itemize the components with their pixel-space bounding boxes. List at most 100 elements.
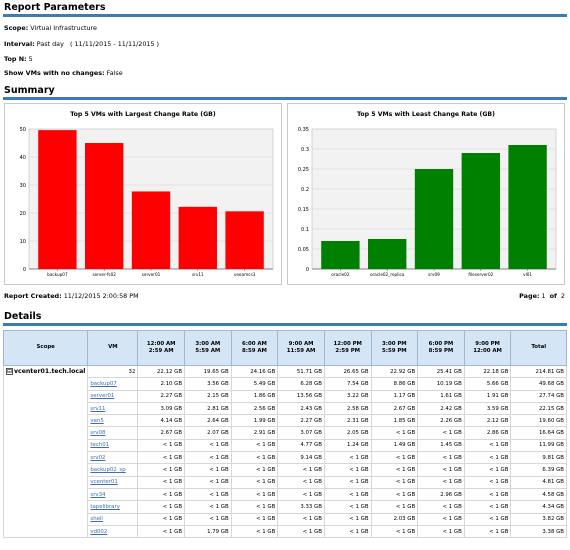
- interval-value-cell: 22.18 GB: [463, 364, 512, 379]
- interval-value-cell: < 1 GB: [137, 487, 186, 502]
- vm-link[interactable]: srv34: [87, 487, 139, 502]
- interval-value-cell: < 1 GB: [184, 438, 232, 453]
- interval-value-cell: < 1 GB: [137, 475, 186, 489]
- bar: [178, 206, 217, 269]
- y-tick-label: 0.1: [301, 227, 309, 233]
- interval-range: ( 11/11/2015 - 11/11/2015 ): [69, 40, 160, 48]
- interval-value-cell: < 1 GB: [463, 512, 512, 526]
- x-tick-label: server-fs02: [92, 272, 116, 277]
- interval-value-cell: 2.81 GB: [184, 401, 232, 416]
- vm-link[interactable]: server01: [87, 389, 139, 403]
- y-tick-label: 0: [306, 267, 309, 273]
- report-created-label: Report Created:: [4, 292, 62, 300]
- scope-value: Virtual Infrastructure: [30, 24, 97, 32]
- vm-link[interactable]: vcenter01: [87, 475, 139, 489]
- collapse-icon[interactable]: ⊟: [6, 368, 13, 375]
- bar: [414, 169, 454, 269]
- total-cell: 22.15 GB: [510, 401, 567, 416]
- interval-value-cell: 2.31 GB: [323, 414, 372, 428]
- show-vms-param: Show VMs with no changes: False: [4, 69, 123, 77]
- interval-value-cell: < 1 GB: [184, 463, 232, 477]
- page-total: 2: [560, 292, 565, 300]
- interval-value-cell: < 1 GB: [230, 438, 279, 453]
- interval-value-cell: < 1 GB: [323, 463, 372, 477]
- table-row: srv02 < 1 GB < 1 GB < 1 GB 9.14 GB < 1 GB < 1 …: [4, 451, 567, 465]
- total-cell: 4.81 GB: [510, 475, 567, 489]
- details-title: Details: [4, 311, 42, 322]
- total-cell: 27.74 GB: [510, 389, 567, 403]
- interval-value-cell: < 1 GB: [137, 463, 186, 477]
- vm-link[interactable]: tech01: [87, 438, 139, 453]
- interval-value-cell: 2.58 GB: [323, 401, 372, 416]
- interval-value-cell: 1.45 GB: [417, 438, 465, 453]
- table-row: srv11 3.09 GB 2.81 GB 2.56 GB 2.43 GB 2.58 GB…: [4, 401, 567, 416]
- vm-link[interactable]: shell: [87, 512, 139, 526]
- interval-value-cell: < 1 GB: [277, 487, 325, 502]
- interval-value-cell: 3.59 GB: [463, 401, 512, 416]
- chart-title: Top 5 VMs with Largest Change Rate (GB): [70, 111, 216, 118]
- interval-value-cell: 2.15 GB: [184, 389, 232, 403]
- vm-count-cell: 32: [87, 364, 139, 379]
- interval-value-cell: 4.14 GB: [137, 414, 186, 428]
- total-cell: 16.64 GB: [510, 426, 567, 440]
- bar: [38, 130, 77, 269]
- interval-value-cell: < 1 GB: [417, 451, 465, 465]
- vm-link[interactable]: srv11: [87, 401, 139, 416]
- vm-link[interactable]: srv08: [87, 426, 139, 440]
- interval-value-cell: 2.86 GB: [463, 426, 512, 440]
- interval-value-cell: 2.96 GB: [417, 487, 465, 502]
- total-cell: 214.81 GB: [510, 364, 567, 379]
- interval-value-cell: 2.64 GB: [184, 414, 232, 428]
- section-divider: [3, 323, 567, 326]
- interval-value-cell: < 1 GB: [184, 487, 232, 502]
- interval-value-cell: < 1 GB: [137, 512, 186, 526]
- interval-value: Past day: [36, 40, 64, 48]
- vm-link[interactable]: srv02: [87, 451, 139, 465]
- page-number: 1: [541, 292, 546, 300]
- vm-link[interactable]: tapelibrary: [87, 500, 139, 514]
- vm-link[interactable]: vd002: [87, 524, 139, 539]
- interval-value-cell: < 1 GB: [184, 500, 232, 514]
- interval-value-cell: 24.16 GB: [230, 364, 279, 379]
- table-row: server01 2.27 GB 2.15 GB 1.86 GB 13.56 GB 3.2…: [4, 389, 567, 403]
- scope-param: Scope: Virtual Infrastructure: [4, 24, 97, 32]
- vm-link[interactable]: ven5: [87, 414, 139, 428]
- least-change-bar-chart: 0 0.05 0.1 0.15 0.2 0.25 0.3 0.35 oracle02 oracle…: [298, 127, 557, 277]
- topn-value: 5: [28, 55, 33, 63]
- interval-value-cell: < 1 GB: [417, 426, 465, 440]
- interval-value-cell: < 1 GB: [230, 475, 279, 489]
- page-of-label: of: [549, 292, 557, 300]
- interval-value-cell: 2.42 GB: [417, 401, 465, 416]
- interval-value-cell: < 1 GB: [230, 524, 279, 539]
- interval-value-cell: 3.07 GB: [277, 426, 325, 440]
- interval-value-cell: < 1 GB: [230, 463, 279, 477]
- interval-value-cell: < 1 GB: [417, 500, 465, 514]
- vm-link[interactable]: backup07: [87, 377, 139, 391]
- bar: [131, 191, 171, 269]
- interval-value-cell: 1.79 GB: [184, 524, 232, 539]
- interval-value-cell: 1.91 GB: [463, 389, 512, 403]
- interval-value-cell: 1.86 GB: [230, 389, 279, 403]
- interval-value-cell: 26.65 GB: [323, 364, 372, 379]
- interval-value-cell: < 1 GB: [323, 475, 372, 489]
- vm-link[interactable]: backup02_sp: [87, 463, 139, 477]
- x-tick-label: veeamcs3: [234, 272, 256, 277]
- column-header-scope: Scope: [2, 330, 89, 366]
- interval-value-cell: < 1 GB: [463, 475, 512, 489]
- total-cell: 4.34 GB: [510, 500, 567, 514]
- y-tick-label: 0.35: [298, 127, 309, 133]
- column-header-interval: 9:00 PM 12:00 AM: [463, 330, 512, 366]
- total-cell: 4.58 GB: [510, 487, 567, 502]
- table-row: vd002 < 1 GB 1.79 GB < 1 GB < 1 GB < 1 GB < 1 …: [4, 524, 567, 539]
- y-tick-label: 40: [20, 155, 26, 161]
- interval-value-cell: < 1 GB: [417, 463, 465, 477]
- column-header-interval: 6:00 PM 8:59 PM: [417, 330, 465, 366]
- interval-value-cell: 22.92 GB: [370, 364, 419, 379]
- interval-value-cell: < 1 GB: [463, 500, 512, 514]
- interval-value-cell: 25.41 GB: [417, 364, 465, 379]
- interval-value-cell: < 1 GB: [230, 512, 279, 526]
- x-tick-label: fileserver02: [468, 272, 493, 277]
- y-tick-label: 0.05: [298, 247, 309, 253]
- interval-value-cell: < 1 GB: [370, 487, 419, 502]
- interval-value-cell: < 1 GB: [417, 524, 465, 539]
